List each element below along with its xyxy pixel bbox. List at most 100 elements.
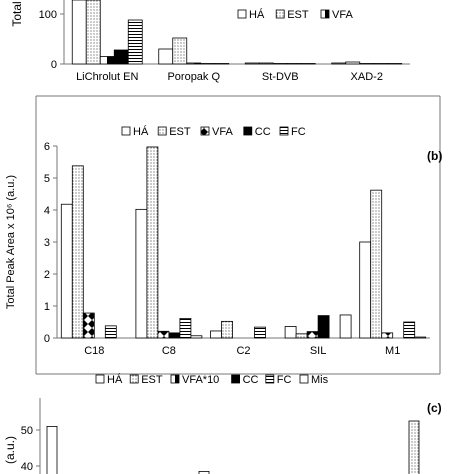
bar [403,321,416,339]
bar [210,330,222,339]
bar [373,63,389,65]
legend-swatch [157,126,167,136]
legend-label: EST [287,9,309,21]
bar [99,56,115,65]
legend-swatch [237,9,247,19]
x-tick-label: SIL [310,345,327,357]
x-tick-label: C2 [236,345,250,357]
legend-swatch [129,374,139,384]
legend-label: CC [243,374,259,386]
y-tick-label: 6 [44,141,50,153]
legend-label: CC [255,126,271,138]
bar [190,335,203,339]
y-tick-label: 5 [44,173,50,185]
x-tick-label: C8 [162,345,176,357]
legend-label: HÁ [107,373,123,386]
bar [82,312,95,339]
bar [339,314,352,339]
x-tick-label: St-DVB [262,71,299,83]
bar [71,0,87,65]
bar [200,63,216,65]
x-tick-label: XAD-2 [351,71,383,83]
panel-b-label: (b) [427,149,442,163]
legend-swatch [231,374,241,384]
x-tick-label: Poropak Q [167,71,220,83]
bar [146,146,159,339]
bar [387,63,403,65]
bar [331,62,347,65]
bar [158,48,174,65]
bar [370,189,383,339]
legend-label: HÁ [249,8,265,21]
bar [186,62,202,65]
y-tick-label: 0 [44,333,50,345]
x-tick-label: LiChrolut EN [76,71,138,83]
y-tick-label: 0 [51,59,57,71]
y-tick-label: 40 [21,461,33,473]
bar [113,49,129,65]
bar [408,420,420,474]
y-tick-label: 50 [21,425,33,437]
bar [286,63,302,65]
legend-swatch [121,126,131,136]
bar [359,241,372,339]
bar [317,315,330,339]
bar [179,318,192,339]
bar [300,63,316,65]
bar [46,425,58,474]
legend-swatch [243,126,253,136]
bar [71,165,84,339]
bar [414,336,427,339]
bar [221,320,233,339]
bar [168,332,181,339]
legend-swatch [320,9,330,19]
legend-label: VFA*10 [182,374,219,386]
bar [172,37,188,65]
legend-label: EST [169,126,191,138]
legend-swatch [279,126,289,136]
panel-c-label: (c) [427,401,442,415]
legend-label: EST [141,374,163,386]
bar [85,0,101,65]
legend-label: Mis [311,374,329,386]
x-tick-label: C18 [84,345,104,357]
legend-swatch [95,374,105,384]
bar [359,63,375,65]
legend-label: FC [277,374,292,386]
y-tick-label: 100 [39,9,57,21]
bar [254,326,266,339]
bar [214,63,230,65]
bar [345,61,361,65]
panel-c: HÁ EST VFA*10 CC FC Mis (c) (a.u.) 40 50 [3,373,442,474]
legend-swatch [170,374,180,384]
legend-label: VFA [332,9,353,21]
legend-label: HÁ [133,125,149,138]
y-tick-label: 1 [44,301,50,313]
bar [258,62,274,65]
bar [244,62,260,65]
bar [272,63,288,65]
bar [104,325,117,339]
bar [135,208,148,339]
y-axis-label: Total Peak Area x 10⁶ (a.u.) [5,175,17,309]
legend-swatch [265,374,275,384]
bar [127,19,143,65]
x-tick-label: M1 [385,345,400,357]
panel-b: HÁ EST VFA CC FC (b) Total Peak Area x 10⁶ (… [5,95,442,375]
legend-swatch [200,126,210,136]
bar [284,326,297,339]
legend-swatch [299,374,309,384]
legend-label: FC [291,126,306,138]
y-axis-label: (a.u.) [3,436,17,464]
bar [381,332,394,339]
y-tick-label: 2 [44,269,50,281]
y-tick-label: 3 [44,237,50,249]
bar [295,333,308,339]
legend-label: VFA [212,126,233,138]
bar [306,331,319,339]
y-axis-label: Total [10,1,24,26]
y-tick-label: 4 [44,205,50,217]
legend-swatch [275,9,285,19]
bar [60,203,73,339]
